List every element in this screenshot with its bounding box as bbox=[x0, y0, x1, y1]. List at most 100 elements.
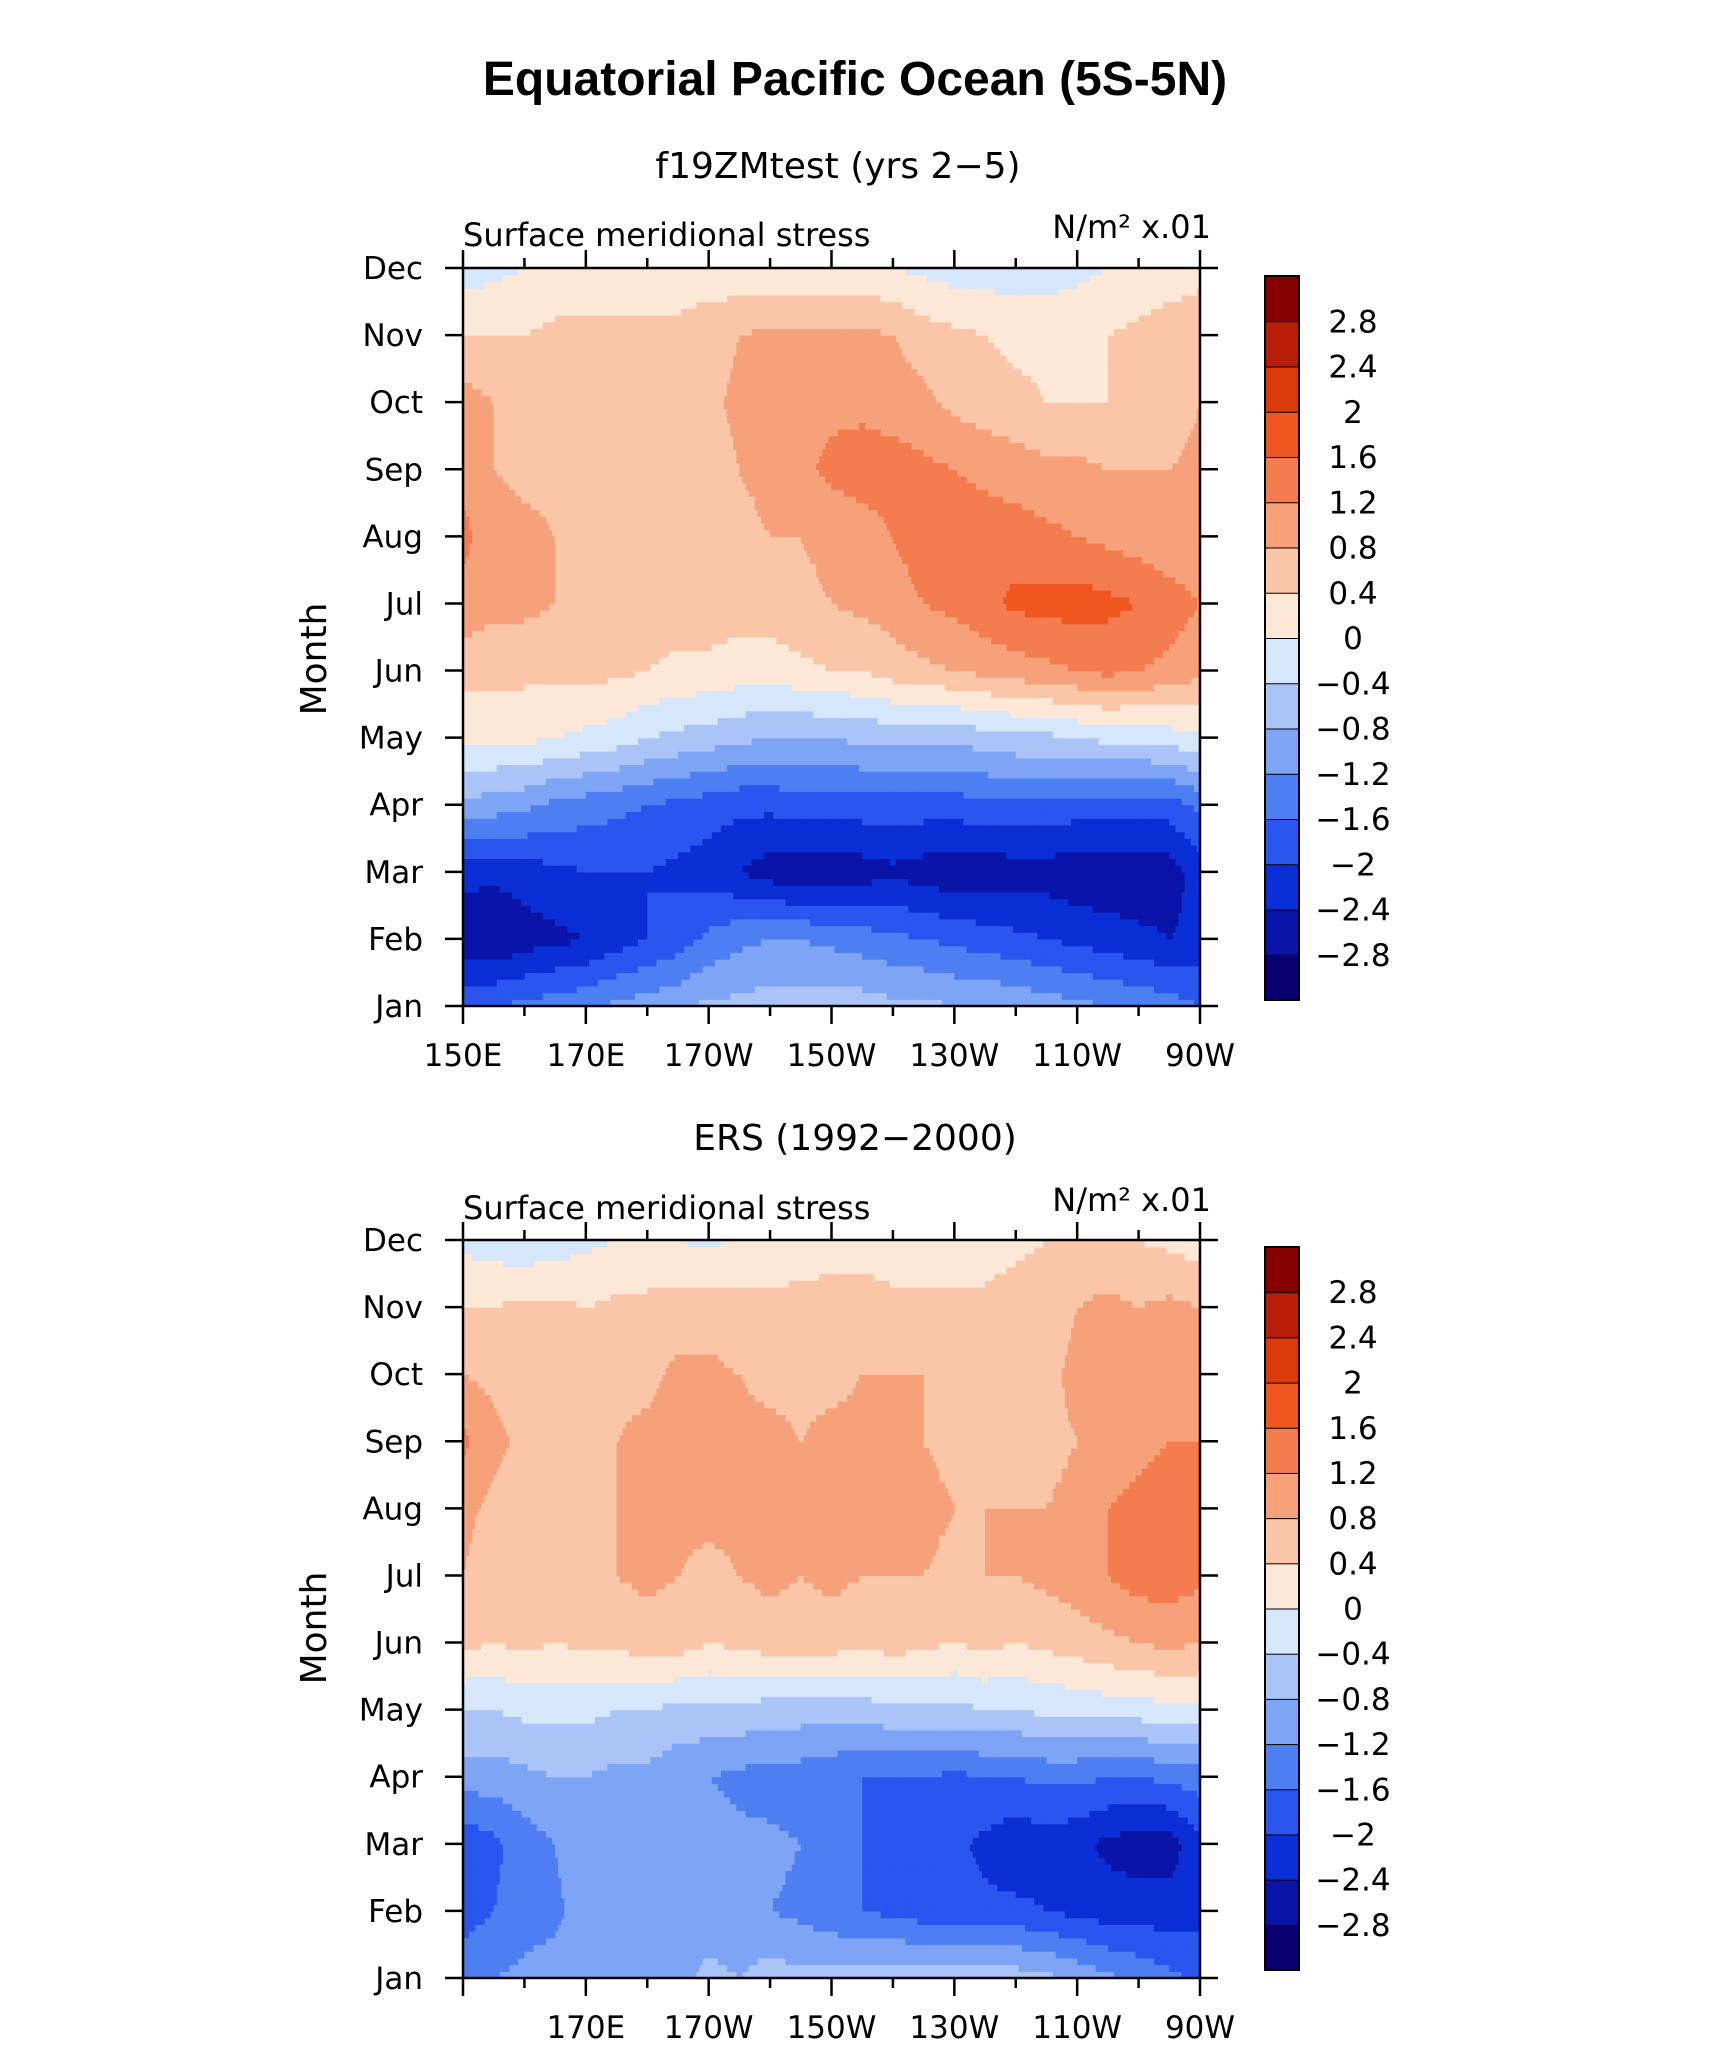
heatmap-cell bbox=[883, 985, 888, 994]
heatmap-cell bbox=[610, 979, 615, 987]
heatmap-cell bbox=[902, 985, 906, 994]
heatmap-cell bbox=[472, 985, 476, 994]
heatmap-cell bbox=[561, 999, 565, 1007]
heatmap-cell bbox=[1080, 972, 1084, 980]
heatmap-cell bbox=[1086, 999, 1091, 1007]
heatmap-cell bbox=[720, 999, 725, 1007]
heatmap-cell bbox=[966, 965, 971, 974]
heatmap-cell bbox=[693, 979, 697, 987]
heatmap-cell bbox=[1015, 979, 1020, 987]
heatmap-cell bbox=[552, 979, 556, 987]
heatmap-cell bbox=[650, 979, 654, 987]
heatmap-cell bbox=[641, 952, 645, 960]
panel-top: f19ZMtest (yrs 2−5) Surface meridional s… bbox=[294, 146, 1391, 1074]
heatmap-cell bbox=[837, 959, 842, 967]
heatmap-cell bbox=[1055, 959, 1060, 967]
heatmap-cell bbox=[932, 972, 937, 980]
heatmap-cell bbox=[576, 979, 581, 987]
heatmap-cell bbox=[770, 972, 774, 980]
heatmap-cell bbox=[515, 992, 519, 1000]
heatmap-cell bbox=[859, 985, 863, 994]
heatmap-cell bbox=[1077, 965, 1081, 974]
heatmap-cell bbox=[708, 992, 713, 1000]
heatmap-cell bbox=[929, 959, 934, 967]
heatmap-cell bbox=[717, 992, 722, 1000]
heatmap-cell bbox=[622, 992, 627, 1000]
heatmap-cell bbox=[1166, 985, 1170, 994]
heatmap-cell bbox=[926, 999, 931, 1007]
heatmap-cell bbox=[797, 959, 802, 967]
heatmap-cell bbox=[524, 985, 529, 994]
heatmap-cell bbox=[619, 979, 624, 987]
heatmap-cell bbox=[871, 972, 876, 980]
heatmap-cell bbox=[662, 972, 667, 980]
heatmap-cell bbox=[935, 999, 940, 1007]
heatmap-cell bbox=[754, 972, 759, 980]
heatmap-cell bbox=[806, 985, 811, 994]
heatmap-cell bbox=[493, 959, 498, 967]
heatmap-cell bbox=[905, 992, 909, 1000]
heatmap-cell bbox=[991, 959, 995, 967]
heatmap-cell bbox=[1095, 959, 1100, 967]
heatmap-cell bbox=[502, 985, 507, 994]
heatmap-cell bbox=[954, 972, 958, 980]
heatmap-cell bbox=[484, 952, 489, 960]
heatmap-cell bbox=[791, 979, 796, 987]
heatmap-cell bbox=[985, 979, 989, 987]
heatmap-cell bbox=[754, 992, 759, 1000]
heatmap-cell bbox=[892, 992, 897, 1000]
heatmap-cell bbox=[942, 959, 946, 967]
heatmap-cell bbox=[948, 985, 952, 994]
heatmap-cell bbox=[496, 999, 501, 1007]
heatmap-cell bbox=[868, 999, 873, 1007]
heatmap-cell bbox=[1126, 979, 1130, 987]
heatmap-cell bbox=[650, 992, 654, 1000]
heatmap-cell bbox=[582, 965, 587, 974]
heatmap-cell bbox=[1181, 972, 1186, 980]
heatmap-cell bbox=[865, 985, 869, 994]
heatmap-cell bbox=[659, 992, 664, 1000]
heatmap-cell bbox=[929, 965, 934, 974]
heatmap-cell bbox=[797, 992, 802, 1000]
heatmap-cell bbox=[591, 985, 596, 994]
heatmap-cell bbox=[1015, 959, 1020, 967]
heatmap-cell bbox=[788, 999, 793, 1007]
heatmap-cell bbox=[490, 999, 495, 1007]
heatmap-cell bbox=[1009, 965, 1014, 974]
heatmap-cell bbox=[1166, 965, 1170, 974]
heatmap-cell bbox=[742, 965, 747, 974]
heatmap-cell bbox=[745, 992, 750, 1000]
heatmap-cell bbox=[463, 979, 467, 987]
heatmap-cell bbox=[1141, 965, 1146, 974]
heatmap-cell bbox=[595, 959, 599, 967]
heatmap-cell bbox=[466, 985, 470, 994]
heatmap-cell bbox=[505, 972, 510, 980]
heatmap-cell bbox=[684, 959, 688, 967]
heatmap-cell bbox=[834, 992, 839, 1000]
heatmap-cell bbox=[644, 952, 648, 960]
heatmap-cell bbox=[505, 985, 510, 994]
heatmap-cell bbox=[1132, 999, 1137, 1007]
heatmap-cell bbox=[776, 999, 780, 1007]
heatmap-cell bbox=[972, 965, 977, 974]
heatmap-cell bbox=[1074, 979, 1078, 987]
heatmap-cell bbox=[1037, 992, 1041, 1000]
heatmap-cell bbox=[1083, 965, 1087, 974]
heatmap-cell bbox=[539, 965, 544, 974]
heatmap-cell bbox=[1021, 959, 1026, 967]
heatmap-cell bbox=[757, 985, 762, 994]
heatmap-cell bbox=[1095, 965, 1100, 974]
heatmap-cell bbox=[493, 985, 498, 994]
heatmap-cell bbox=[653, 959, 658, 967]
heatmap-cell bbox=[681, 979, 685, 987]
heatmap-cell bbox=[533, 972, 538, 980]
heatmap-cell bbox=[794, 999, 799, 1007]
heatmap-cell bbox=[733, 979, 737, 987]
heatmap-cell bbox=[1061, 992, 1066, 1000]
heatmap-cell bbox=[902, 965, 906, 974]
heatmap-cell bbox=[711, 959, 716, 967]
heatmap-cell bbox=[895, 979, 900, 987]
heatmap-cell bbox=[1153, 959, 1158, 967]
heatmap-cell bbox=[601, 952, 605, 960]
heatmap-cell bbox=[767, 992, 771, 1000]
